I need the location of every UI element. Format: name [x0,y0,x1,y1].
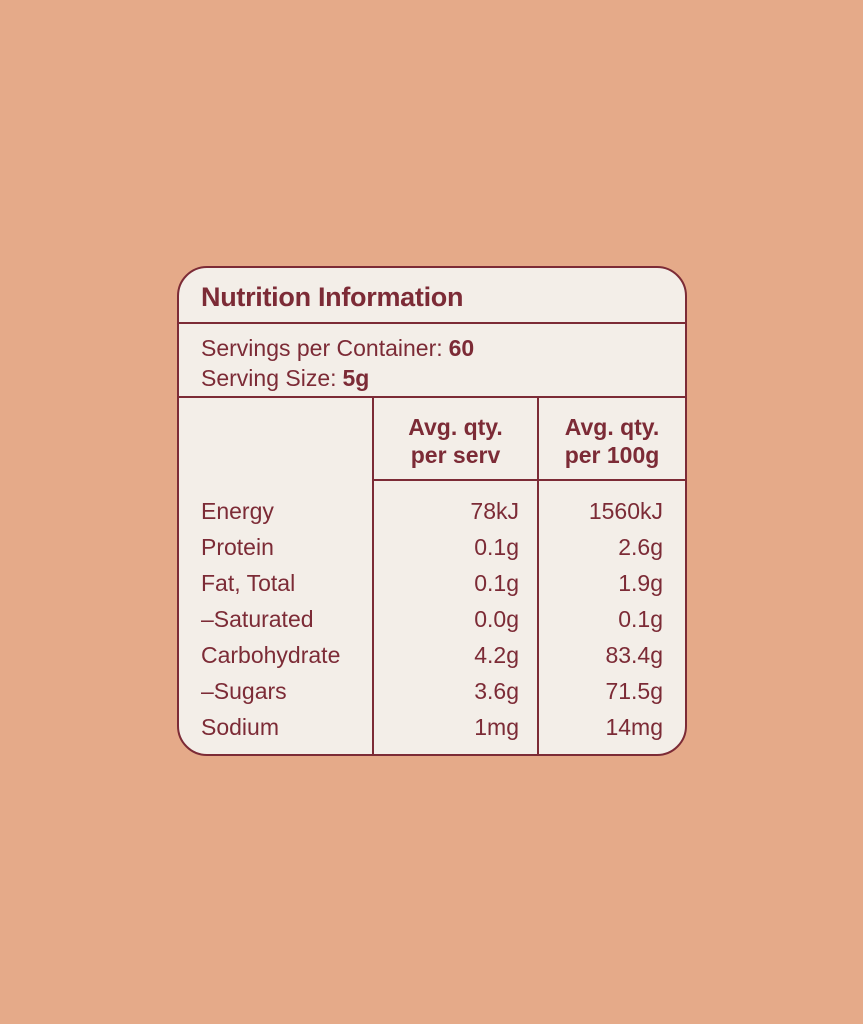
nutrient-name-column: Energy Protein Fat, Total –Saturated Car… [179,398,372,754]
column-header-per-100g-line2: per 100g [564,441,660,468]
nutrition-label-card: Nutrition Information Servings per Conta… [177,266,687,756]
nutrient-name: –Sugars [201,678,287,704]
nutrient-name: Carbohydrate [201,642,341,668]
value-per-100g: 1.9g [618,570,663,596]
value-per-100g: 1560kJ [588,498,663,524]
value-per-100g: 14mg [605,714,663,740]
nutrient-name: Protein [201,534,274,560]
nutrient-name-column-header-spacer [179,398,372,481]
column-header-per-100g-line1: Avg. qty. [564,413,660,440]
servings-per-container-label: Servings per Container: [201,335,443,361]
column-header-per-100g: Avg. qty. per 100g [539,398,685,481]
nutrient-name: Energy [201,498,274,524]
value-per-100g: 83.4g [605,642,663,668]
value-per-100g: 0.1g [618,606,663,632]
servings-section: Servings per Container: 60 Serving Size: 5… [179,324,685,398]
servings-per-container-line: Servings per Container: 60 [201,333,663,363]
nutrient-name: Sodium [201,714,279,740]
serving-size-value: 5g [342,365,370,391]
value-per-serv: 78kJ [470,498,519,524]
per-100g-column: Avg. qty. per 100g 1560kJ 2.6g 1.9g 0.1g… [537,398,685,754]
servings-per-container-value: 60 [448,335,475,361]
value-per-serv: 4.2g [474,642,519,668]
value-per-serv: 3.6g [474,678,519,704]
column-header-per-serv: Avg. qty. per serv [374,398,537,481]
value-per-serv: 0.1g [474,570,519,596]
column-header-per-serv-line1: Avg. qty. [408,413,503,440]
nutrient-name: –Saturated [201,606,314,632]
serving-size-line: Serving Size: 5g [201,363,663,393]
value-per-serv: 0.1g [474,534,519,560]
value-per-serv: 1mg [474,714,519,740]
label-title: Nutrition Information [179,268,685,324]
value-per-100g: 71.5g [605,678,663,704]
serving-size-label: Serving Size: [201,365,337,391]
value-per-serv: 0.0g [474,606,519,632]
nutrition-table: Energy Protein Fat, Total –Saturated Car… [179,398,685,754]
value-per-100g: 2.6g [618,534,663,560]
nutrient-name: Fat, Total [201,570,296,596]
column-header-per-serv-line2: per serv [410,441,501,468]
per-serv-column: Avg. qty. per serv 78kJ 0.1g 0.1g 0.0g 4… [372,398,537,754]
